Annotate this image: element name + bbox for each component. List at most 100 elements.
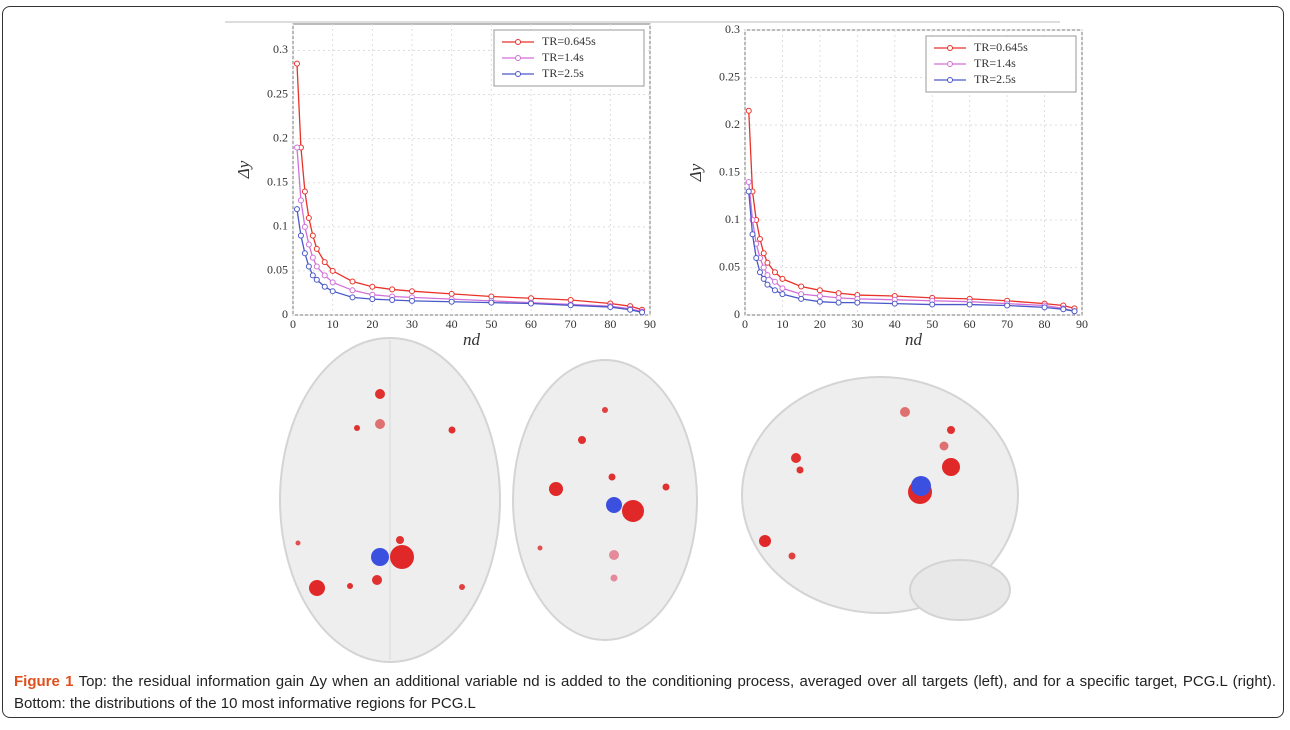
- data-point: [314, 246, 319, 251]
- data-point: [322, 284, 327, 289]
- data-point: [855, 300, 860, 305]
- data-point: [302, 224, 307, 229]
- data-point: [302, 251, 307, 256]
- caption-text: Top: the residual information gain Δy wh…: [14, 673, 1276, 712]
- y-tick-label: 0.3: [725, 22, 740, 36]
- data-point: [761, 276, 766, 281]
- x-tick-label: 20: [366, 317, 378, 331]
- data-point: [330, 280, 335, 285]
- y-tick-label: 0.05: [719, 259, 740, 273]
- data-point: [746, 108, 751, 113]
- x-tick-label: 50: [485, 317, 497, 331]
- x-axis-label: nd: [905, 330, 923, 349]
- data-point: [330, 268, 335, 273]
- data-point: [302, 189, 307, 194]
- y-axis-label: Δy: [234, 160, 253, 179]
- x-tick-label: 40: [446, 317, 458, 331]
- legend-marker: [948, 78, 953, 83]
- x-tick-label: 80: [1039, 317, 1051, 331]
- data-point: [314, 264, 319, 269]
- y-tick-label: 0.1: [725, 212, 740, 226]
- data-point: [780, 292, 785, 297]
- x-tick-label: 60: [525, 317, 537, 331]
- data-point: [390, 287, 395, 292]
- legend-label: TR=0.645s: [974, 40, 1028, 54]
- x-tick-label: 40: [889, 317, 901, 331]
- data-point: [294, 145, 299, 150]
- brain-side-view: [742, 377, 1018, 620]
- data-point: [568, 303, 573, 308]
- data-point: [529, 301, 534, 306]
- y-tick-label: 0: [282, 307, 288, 321]
- data-point: [765, 260, 770, 265]
- data-point: [390, 298, 395, 303]
- data-point: [817, 299, 822, 304]
- data-point: [1005, 303, 1010, 308]
- legend-label: TR=1.4s: [974, 56, 1016, 70]
- x-tick-label: 10: [327, 317, 339, 331]
- data-point: [750, 232, 755, 237]
- data-point: [410, 298, 415, 303]
- data-point: [836, 300, 841, 305]
- y-tick-label: 0.1: [273, 219, 288, 233]
- x-tick-label: 90: [1076, 317, 1088, 331]
- data-point: [449, 291, 454, 296]
- data-point: [799, 296, 804, 301]
- legend-marker: [516, 72, 521, 77]
- legend-label: TR=1.4s: [542, 50, 584, 64]
- y-tick-label: 0.25: [719, 69, 740, 83]
- x-tick-label: 60: [964, 317, 976, 331]
- x-tick-label: 20: [814, 317, 826, 331]
- data-point: [772, 279, 777, 284]
- legend-marker: [948, 46, 953, 51]
- x-tick-label: 50: [926, 317, 938, 331]
- data-point: [322, 260, 327, 265]
- data-point: [780, 276, 785, 281]
- data-point: [761, 251, 766, 256]
- data-point: [310, 273, 315, 278]
- data-point: [294, 207, 299, 212]
- data-point: [967, 302, 972, 307]
- x-tick-label: 30: [406, 317, 418, 331]
- x-axis-label: nd: [463, 330, 481, 349]
- data-point: [1072, 309, 1077, 314]
- data-point: [772, 270, 777, 275]
- data-point: [892, 301, 897, 306]
- caption-label: Figure 1: [14, 673, 74, 690]
- y-tick-label: 0.25: [267, 86, 288, 100]
- legend-marker: [516, 56, 521, 61]
- data-point: [1042, 305, 1047, 310]
- data-point: [306, 216, 311, 221]
- data-point: [449, 299, 454, 304]
- data-point: [608, 305, 613, 310]
- data-point: [761, 265, 766, 270]
- data-point: [765, 282, 770, 287]
- y-tick-label: 0.2: [725, 117, 740, 131]
- data-point: [314, 277, 319, 282]
- data-point: [350, 279, 355, 284]
- legend-label: TR=2.5s: [542, 66, 584, 80]
- y-tick-label: 0.3: [273, 42, 288, 56]
- data-point: [817, 288, 822, 293]
- x-tick-label: 0: [290, 317, 296, 331]
- data-point: [799, 284, 804, 289]
- data-point: [754, 256, 759, 261]
- y-tick-label: 0.2: [273, 130, 288, 144]
- x-tick-label: 70: [1001, 317, 1013, 331]
- legend-label: TR=2.5s: [974, 72, 1016, 86]
- data-point: [330, 289, 335, 294]
- data-point: [306, 242, 311, 247]
- x-tick-label: 30: [851, 317, 863, 331]
- data-point: [489, 300, 494, 305]
- data-point: [298, 198, 303, 203]
- x-tick-label: 10: [776, 317, 788, 331]
- legend-label: TR=0.645s: [542, 34, 596, 48]
- data-point: [350, 295, 355, 300]
- data-point: [298, 233, 303, 238]
- data-point: [350, 288, 355, 293]
- data-point: [306, 264, 311, 269]
- data-point: [772, 288, 777, 293]
- data-point: [294, 61, 299, 66]
- data-point: [757, 237, 762, 242]
- x-tick-label: 70: [565, 317, 577, 331]
